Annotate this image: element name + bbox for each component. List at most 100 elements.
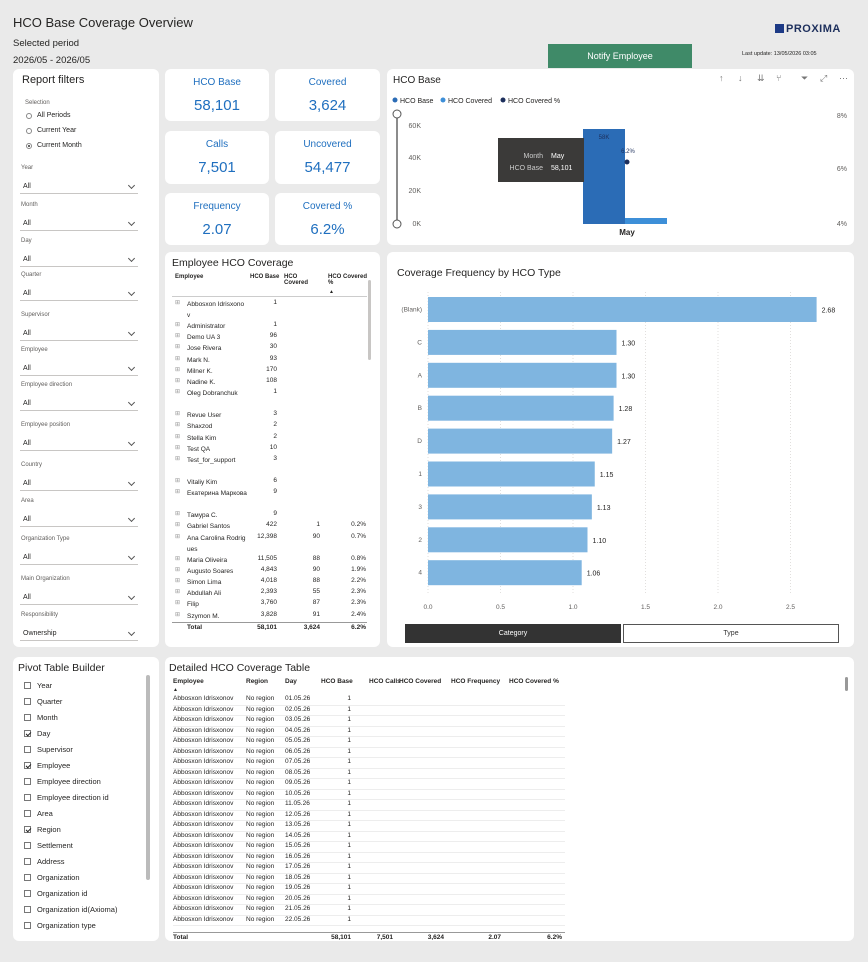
table-row[interactable]: ⊞ Gabriel Santos 422 1 0.2% [172, 521, 367, 532]
expand-plus-icon[interactable]: ⊞ [175, 555, 181, 562]
col-header-hco-base[interactable]: HCO Base [250, 274, 280, 280]
table-row[interactable]: Abbosxon Idrisxonov No region 04.05.26 1 [173, 727, 565, 737]
expand-plus-icon[interactable]: ⊞ [175, 378, 181, 384]
expand-plus-icon[interactable]: ⊞ [175, 456, 181, 462]
col-header-hco-covered[interactable]: HCO Covered [284, 274, 309, 286]
expand-plus-icon[interactable]: ⊞ [175, 355, 181, 362]
pivot-item-area[interactable]: Area [24, 809, 53, 818]
checkbox-icon[interactable] [24, 906, 31, 913]
table-row[interactable]: Abbosxon Idrisxonov No region 20.05.26 1 [173, 895, 565, 905]
table-row[interactable]: Abbosxon Idrisxonov No region 21.05.26 1 [173, 905, 565, 916]
expand-plus-icon[interactable]: ⊞ [175, 366, 181, 373]
bar-d[interactable] [428, 428, 613, 454]
pivot-item-organization-id[interactable]: Organization id [24, 889, 87, 898]
pivot-item-day[interactable]: Day [24, 729, 50, 738]
pivot-item-employee-direction[interactable]: Employee direction [24, 777, 101, 786]
bar-blank[interactable] [428, 297, 817, 322]
table-row[interactable]: ⊞ Abdullah Ali 2,393 55 2.3% [172, 588, 367, 599]
checkbox-icon[interactable] [24, 794, 31, 801]
employee-direction-dropdown[interactable]: All [20, 397, 138, 411]
table-row[interactable]: ⊞ Ana Carolina Rodrigues 12,398 90 0.7% [172, 533, 367, 555]
table-row[interactable]: ⊞ Abbosxon Idrisxonov 1 [172, 299, 367, 321]
type-toggle-button[interactable]: Type [623, 624, 839, 643]
selection-radio-current-month[interactable]: Current Month [26, 142, 82, 149]
checkbox-icon[interactable] [24, 730, 31, 737]
table-row[interactable]: Abbosxon Idrisxonov No region 14.05.26 1 [173, 832, 565, 842]
table-row[interactable]: ⊞ Revue User 3 [172, 410, 367, 421]
expand-plus-icon[interactable]: ⊞ [175, 333, 181, 340]
checkbox-icon[interactable] [24, 858, 31, 865]
table-row[interactable]: ⊞ Vitaliy Kim 6 [172, 477, 367, 488]
table-row[interactable]: ⊞ Екатерина Маркова 9 [172, 488, 367, 510]
year-dropdown[interactable]: All [20, 180, 138, 194]
table-row[interactable]: ⊞ Stella Kim 2 [172, 433, 367, 444]
pivot-item-organization[interactable]: Organization [24, 873, 80, 882]
category-toggle-button[interactable]: Category [405, 624, 621, 643]
bar-hco-covered[interactable] [625, 218, 667, 224]
radio-circle-icon[interactable] [26, 142, 32, 149]
main-organization-dropdown[interactable]: All [20, 591, 138, 605]
country-dropdown[interactable]: All [20, 477, 138, 491]
supervisor-dropdown[interactable]: All [20, 327, 138, 341]
pivot-item-employee[interactable]: Employee [24, 761, 70, 770]
col-header-hco-covered[interactable]: HCO Covered % [509, 678, 559, 685]
table-row[interactable]: ⊞ Shaxzod 2 [172, 421, 367, 432]
table-row[interactable]: ⊞ Oleg Dobranchuk 1 [172, 388, 367, 410]
pivot-item-address[interactable]: Address [24, 857, 65, 866]
table-row[interactable]: Abbosxon Idrisxonov No region 11.05.26 1 [173, 800, 565, 811]
table-row[interactable]: Abbosxon Idrisxonov No region 08.05.26 1 [173, 769, 565, 779]
detail-table-scrollbar[interactable] [845, 677, 848, 691]
table-row[interactable]: ⊞ Demo UA 3 96 [172, 332, 367, 343]
filter-icon[interactable]: ⏷ [801, 73, 809, 83]
pivot-item-organization-id-axioma[interactable]: Organization id(Axioma) [24, 905, 117, 914]
expand-hierarchy-icon[interactable]: ⑂ [776, 73, 782, 83]
month-dropdown[interactable]: All [20, 217, 138, 231]
table-row[interactable]: ⊞ Test_for_support 3 [172, 455, 367, 477]
table-row[interactable]: ⊞ Administrator 1 [172, 321, 367, 332]
checkbox-icon[interactable] [24, 842, 31, 849]
expand-plus-icon[interactable]: ⊞ [175, 300, 181, 306]
col-header-employee[interactable]: Employee [173, 678, 204, 685]
range-slider-top-handle[interactable] [392, 109, 402, 119]
expand-plus-icon[interactable]: ⊞ [175, 411, 181, 418]
table-row[interactable]: ⊞ Jose Rivera 30 [172, 343, 367, 354]
expand-plus-icon[interactable]: ⊞ [175, 389, 181, 396]
expand-plus-icon[interactable]: ⊞ [175, 611, 181, 618]
quarter-dropdown[interactable]: All [20, 287, 138, 301]
table-row[interactable]: Abbosxon Idrisxonov No region 06.05.26 1 [173, 748, 565, 758]
pct-point[interactable] [624, 159, 630, 165]
bar-4[interactable] [428, 560, 582, 586]
table-row[interactable]: Abbosxon Idrisxonov No region 12.05.26 1 [173, 811, 565, 821]
radio-circle-icon[interactable] [26, 127, 32, 134]
table-row[interactable]: ⊞ Filip 3,760 87 2.3% [172, 599, 367, 610]
table-row[interactable]: Abbosxon Idrisxonov No region 02.05.26 1 [173, 706, 565, 716]
table-row[interactable]: ⊞ Nadine K. 108 [172, 377, 367, 388]
checkbox-icon[interactable] [24, 810, 31, 817]
checkbox-icon[interactable] [24, 762, 31, 769]
table-row[interactable]: Abbosxon Idrisxonov No region 22.05.26 1 [173, 916, 565, 926]
checkbox-icon[interactable] [24, 746, 31, 753]
expand-plus-icon[interactable]: ⊞ [175, 344, 181, 351]
pivot-item-year[interactable]: Year [24, 681, 52, 690]
bar-3[interactable] [428, 494, 592, 520]
sort-asc-icon[interactable]: ▲ [329, 289, 334, 295]
notify-employee-button[interactable]: Notify Employee [548, 44, 692, 68]
checkbox-icon[interactable] [24, 826, 31, 833]
pivot-item-region[interactable]: Region [24, 825, 61, 834]
expand-plus-icon[interactable]: ⊞ [175, 489, 181, 496]
expand-plus-icon[interactable]: ⊞ [175, 511, 181, 518]
col-header-hco-frequency[interactable]: HCO Frequency [451, 678, 501, 685]
bar-c[interactable] [428, 329, 617, 355]
table-row[interactable]: ⊞ Тамура С. 9 [172, 510, 367, 521]
expand-all-icon[interactable]: ⇊ [757, 73, 765, 83]
pivot-item-organization-type[interactable]: Organization type [24, 921, 96, 930]
expand-plus-icon[interactable]: ⊞ [175, 478, 181, 484]
checkbox-icon[interactable] [24, 890, 31, 897]
sort-asc-icon[interactable]: ▲ [173, 687, 178, 693]
table-row[interactable]: Abbosxon Idrisxonov No region 18.05.26 1 [173, 874, 565, 884]
table-row[interactable]: ⊞ Test QA 10 [172, 444, 367, 455]
col-header-employee[interactable]: Employee [175, 274, 204, 280]
range-slider-bottom-handle[interactable] [392, 219, 402, 229]
table-row[interactable]: Abbosxon Idrisxonov No region 07.05.26 1 [173, 758, 565, 769]
expand-plus-icon[interactable]: ⊞ [175, 522, 181, 529]
